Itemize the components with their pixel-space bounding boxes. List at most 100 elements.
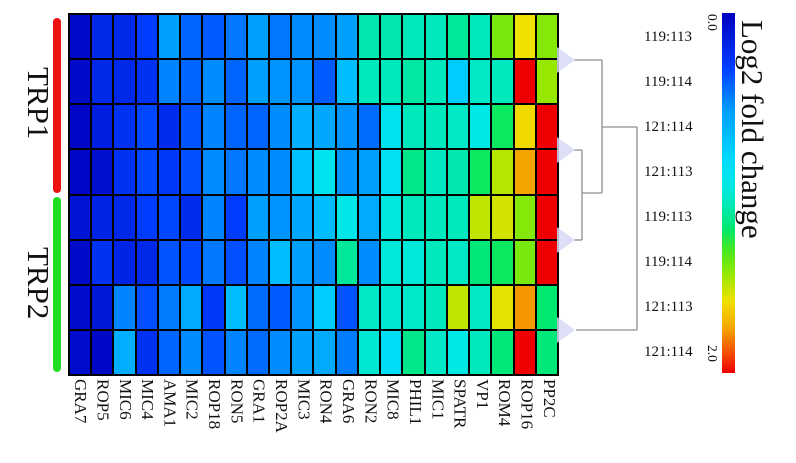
row-label: 119:113 bbox=[644, 28, 693, 45]
heatmap-cell bbox=[158, 285, 180, 329]
heatmap-cell bbox=[203, 330, 224, 374]
heatmap-cell bbox=[381, 240, 402, 284]
heatmap-cell bbox=[447, 105, 469, 149]
heatmap-cell bbox=[247, 60, 269, 104]
heatmap-cell bbox=[447, 285, 469, 329]
heatmap-cell bbox=[381, 15, 402, 59]
heatmap-cell bbox=[514, 60, 535, 104]
x-axis-label: MIC1 bbox=[428, 379, 448, 420]
heatmap-cell bbox=[314, 105, 335, 149]
heatmap-cell bbox=[314, 195, 335, 239]
heatmap-cell bbox=[270, 330, 291, 374]
heatmap-cell bbox=[425, 285, 446, 329]
heatmap-cell bbox=[425, 105, 446, 149]
heatmap-cell bbox=[292, 15, 313, 59]
heatmap-cell bbox=[403, 105, 424, 149]
x-axis-label: GRA7 bbox=[71, 379, 91, 424]
heatmap-cell bbox=[358, 150, 380, 194]
heatmap-cell bbox=[136, 330, 157, 374]
heatmap-cell bbox=[447, 330, 469, 374]
x-axis-label: MIC4 bbox=[138, 379, 158, 420]
heatmap-cell bbox=[270, 285, 291, 329]
heatmap-cell bbox=[358, 240, 380, 284]
heatmap-cell bbox=[292, 60, 313, 104]
heatmap-cell bbox=[336, 150, 357, 194]
heatmap-cell bbox=[136, 285, 157, 329]
heatmap-cell bbox=[336, 105, 357, 149]
dendrogram-node-triangle bbox=[557, 317, 575, 343]
heatmap-cell bbox=[158, 330, 180, 374]
heatmap-cell bbox=[158, 240, 180, 284]
x-axis-label: AMA1 bbox=[160, 379, 180, 428]
row-label: 121:114 bbox=[644, 118, 693, 135]
x-axis-label: VP1 bbox=[472, 379, 492, 410]
x-axis-label: ROP16 bbox=[517, 379, 537, 430]
heatmap-cell bbox=[381, 105, 402, 149]
heatmap-cell bbox=[336, 285, 357, 329]
heatmap-cell bbox=[292, 330, 313, 374]
dendrogram-node-triangle bbox=[557, 227, 575, 253]
colorbar-min-label: 0.0 bbox=[705, 14, 720, 31]
x-axis-label: ROP2A bbox=[272, 379, 291, 433]
heatmap-cell bbox=[136, 150, 157, 194]
heatmap-cell bbox=[358, 15, 380, 59]
heatmap-cell bbox=[70, 150, 91, 194]
heatmap-cell bbox=[181, 285, 202, 329]
heatmap-cell bbox=[492, 105, 513, 149]
heatmap-cell bbox=[114, 240, 135, 284]
heatmap-cell bbox=[181, 60, 202, 104]
heatmap-cell bbox=[70, 60, 91, 104]
heatmap-cell bbox=[470, 105, 491, 149]
heatmap-cell bbox=[336, 330, 357, 374]
heatmap-cell bbox=[447, 150, 469, 194]
heatmap-cell bbox=[514, 105, 535, 149]
heatmap-cell bbox=[358, 60, 380, 104]
row-label: 119:114 bbox=[644, 73, 693, 90]
heatmap-cell bbox=[425, 15, 446, 59]
heatmap-cell bbox=[514, 330, 535, 374]
heatmap-cell bbox=[70, 105, 91, 149]
heatmap-cell bbox=[514, 15, 535, 59]
heatmap-cell bbox=[403, 15, 424, 59]
heatmap-cell bbox=[114, 150, 135, 194]
heatmap-cell bbox=[358, 330, 380, 374]
heatmap-cell bbox=[381, 330, 402, 374]
heatmap-cell bbox=[514, 195, 535, 239]
heatmap-cell bbox=[314, 285, 335, 329]
row-label: 121:113 bbox=[644, 298, 693, 315]
heatmap-cell bbox=[114, 15, 135, 59]
heatmap-cell bbox=[292, 195, 313, 239]
heatmap-cell bbox=[247, 195, 269, 239]
heatmap-cell bbox=[492, 60, 513, 104]
heatmap-cell bbox=[536, 105, 557, 149]
heatmap-cell bbox=[92, 240, 113, 284]
heatmap-cell bbox=[158, 60, 180, 104]
heatmap-cell bbox=[181, 330, 202, 374]
heatmap-cell bbox=[425, 150, 446, 194]
dendrogram-node-triangle bbox=[557, 47, 575, 73]
heatmap-cell bbox=[470, 150, 491, 194]
heatmap-cell bbox=[492, 330, 513, 374]
heatmap-cell bbox=[203, 150, 224, 194]
heatmap-cell bbox=[425, 330, 446, 374]
heatmap-cell bbox=[514, 150, 535, 194]
heatmap-cell bbox=[225, 240, 246, 284]
x-axis-label: RON4 bbox=[316, 379, 336, 424]
heatmap-cell bbox=[470, 330, 491, 374]
heatmap-cell bbox=[70, 330, 91, 374]
x-axis-label: PHIL1 bbox=[405, 379, 425, 426]
heatmap-cell bbox=[492, 240, 513, 284]
heatmap-cell bbox=[158, 105, 180, 149]
heatmap-cell bbox=[92, 15, 113, 59]
heatmap-cell bbox=[114, 330, 135, 374]
heatmap-cell bbox=[247, 285, 269, 329]
heatmap-cell bbox=[447, 195, 469, 239]
heatmap-cell bbox=[292, 285, 313, 329]
heatmap-cell bbox=[225, 150, 246, 194]
x-axis-label: ROP5 bbox=[93, 379, 113, 421]
x-axis-label: GRA1 bbox=[249, 379, 269, 424]
heatmap-cell bbox=[292, 240, 313, 284]
heatmap-cell bbox=[225, 60, 246, 104]
heatmap-cell bbox=[114, 105, 135, 149]
